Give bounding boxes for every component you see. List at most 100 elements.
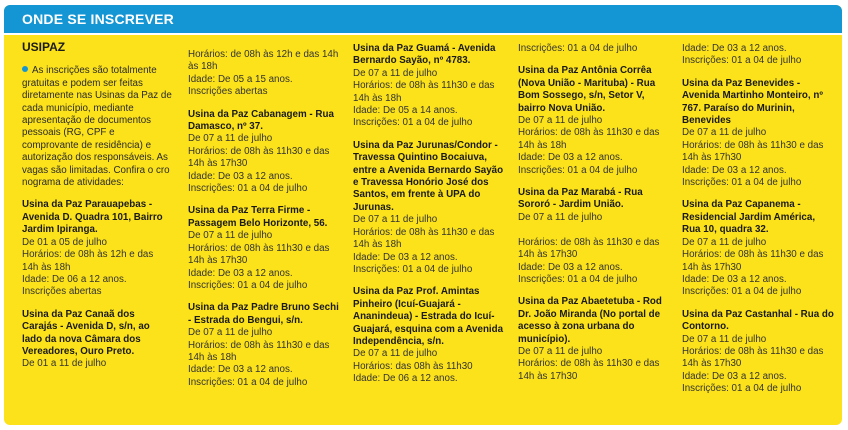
usina-entry-title: Usina da Paz Guamá - Avenida Bernardo Sa… xyxy=(353,43,496,67)
usina-entry-detail: De 07 a 11 de julho xyxy=(353,348,438,360)
usina-entry-detail: Horários: de 08h às 11h30 e das 14h às 1… xyxy=(682,249,824,273)
usina-entry-detail: Inscrições: 01 a 04 de julho xyxy=(353,263,473,275)
usina-entry-detail: Horários: das 08h às 11h30 xyxy=(353,360,473,372)
usina-entry: Usina da Paz Abaetetuba - Rod Dr. João M… xyxy=(518,296,670,383)
usina-entry: Usina da Paz Padre Bruno Sechi - Estrada… xyxy=(188,302,340,389)
usina-entry-detail: Inscrições: 01 a 04 de julho xyxy=(188,183,308,195)
usina-entry-detail: Idade: De 03 a 12 anos. xyxy=(188,364,293,376)
info-panel: ONDE SE INSCREVER USIPAZ As inscrições s… xyxy=(4,5,842,425)
usina-entry-title: Usina da Paz Canaã dos Carajás - Avenida… xyxy=(22,308,150,357)
usina-entry-detail: De 07 a 11 de julho xyxy=(682,333,767,345)
intro-text: As inscrições são totalmente gratuitas e… xyxy=(22,65,172,189)
column-3: Usina da Paz Guamá - Avenida Bernardo Sa… xyxy=(353,43,505,419)
usina-entry-detail: De 07 a 11 de julho xyxy=(353,67,438,79)
usina-entry-detail: Horários: de 08h às 11h30 e das 14h às 1… xyxy=(518,127,660,151)
usina-entry-detail: De 07 a 11 de julho xyxy=(518,345,603,357)
usina-entry: Usina da Paz Guamá - Avenida Bernardo Sa… xyxy=(353,43,505,130)
usina-entry-detail: Inscrições abertas xyxy=(22,286,102,298)
usina-entry-detail: Idade: De 03 a 12 anos. xyxy=(518,261,623,273)
usina-entry-title: Usina da Paz Capanema - Residencial Jard… xyxy=(682,199,816,236)
usina-entry-detail: Horários: de 08h às 12h e das 14h às 18h xyxy=(22,249,154,273)
usina-entry-detail: Horários: de 08h às 11h30 e das 14h às 1… xyxy=(682,345,824,370)
header-divider xyxy=(4,33,842,35)
column-1: USIPAZ As inscrições são totalmente grat… xyxy=(22,41,172,419)
usina-entry: Idade: De 03 a 12 anos. Inscrições: 01 a … xyxy=(682,43,834,68)
usina-entry-detail: De 07 a 11 de julho xyxy=(188,230,273,242)
usina-entry-detail: Idade: De 05 a 14 anos. xyxy=(353,105,458,117)
usina-entry-detail: Idade: De 03 a 12 anos. xyxy=(188,170,293,182)
usina-entry-detail: De 01 a 05 de julho xyxy=(22,236,107,248)
usina-entry-detail: Inscrições abertas xyxy=(188,86,268,98)
usina-entry-detail: Idade: De 03 a 12 anos. xyxy=(518,152,623,164)
usina-entry-detail: Idade: De 03 a 12 anos. xyxy=(682,370,787,382)
usina-entry: Usina da Paz Benevides - Avenida Martinh… xyxy=(682,78,834,190)
usina-entry-detail: Idade: De 03 a 12 anos. xyxy=(682,273,787,285)
usina-entry-detail: De 07 a 11 de julho xyxy=(353,214,438,226)
column-4: Inscrições: 01 a 04 de julho Usina da Paz… xyxy=(518,43,670,419)
panel-header: ONDE SE INSCREVER xyxy=(4,5,842,33)
usina-entry-title: Usina da Paz Prof. Amintas Pinheiro (Icu… xyxy=(353,286,504,347)
usina-entry-detail: Horários: de 08h às 11h30 e das 14h às 1… xyxy=(188,145,330,170)
usina-entry-detail: Inscrições: 01 a 04 de julho xyxy=(518,273,638,285)
usina-entry: Usina da Paz Capanema - Residencial Jard… xyxy=(682,199,834,298)
usina-entry-title: Usina da Paz Terra Firme - Passagem Belo… xyxy=(188,205,328,229)
column-2: Horários: de 08h às 12h e das 14h às 18h… xyxy=(188,49,340,419)
usina-entry-detail: Inscrições: 01 a 04 de julho xyxy=(188,279,308,291)
usina-entry-detail: De 01 a 11 de julho xyxy=(22,358,107,370)
usina-entry-title: Usina da Paz Parauapebas - Avenida D. Qu… xyxy=(22,199,163,236)
usina-entry-detail: Horários: de 08h às 11h30 e das 14h às 1… xyxy=(353,226,495,251)
usina-entry-detail xyxy=(518,224,670,236)
usina-entry-title: Usina da Paz Padre Bruno Sechi - Estrada… xyxy=(188,302,339,326)
usina-entry-detail: Idade: De 03 a 12 anos. xyxy=(682,43,787,54)
column-5: Idade: De 03 a 12 anos. Inscrições: 01 a … xyxy=(682,43,834,419)
usina-entry-detail: De 07 a 11 de julho xyxy=(682,127,767,139)
usina-entry: Usina da Paz Terra Firme - Passagem Belo… xyxy=(188,205,340,292)
usina-entry-detail: Inscrições: 01 a 04 de julho xyxy=(682,383,802,395)
usina-entry-detail: Inscrições: 01 a 04 de julho xyxy=(682,55,802,67)
usina-entry-detail: De 07 a 11 de julho xyxy=(518,115,603,127)
usina-entry: Usina da Paz Antônia Corrêa (Nova União … xyxy=(518,65,670,177)
usina-entry-detail: Horários: de 08h às 11h30 e das 14h às 1… xyxy=(518,236,660,261)
usina-entry: Usina da Paz Prof. Amintas Pinheiro (Icu… xyxy=(353,286,505,385)
usina-entry-detail: Inscrições: 01 a 04 de julho xyxy=(518,43,638,54)
usina-entry-detail: Inscrições: 01 a 04 de julho xyxy=(682,286,802,298)
bullet-dot-icon xyxy=(22,66,28,73)
usina-entry-detail: Idade: De 03 a 12 anos. xyxy=(682,164,787,176)
usina-entry-title: Usina da Paz Castanhal - Rua do Contorno… xyxy=(682,308,834,333)
usina-entry-title: Usina da Paz Marabá - Rua Sororó - Jardi… xyxy=(518,187,643,211)
usina-entry-detail: De 07 a 11 de julho xyxy=(518,211,603,223)
usina-entry-detail: De 07 a 11 de julho xyxy=(188,133,273,145)
usina-entry-detail: Inscrições: 01 a 04 de julho xyxy=(188,376,308,388)
usina-entry-detail: De 07 a 11 de julho xyxy=(188,327,273,339)
usina-entry-detail: Horários: de 08h às 11h30 e das 14h às 1… xyxy=(188,339,330,363)
usina-entry: Usina da Paz Parauapebas - Avenida D. Qu… xyxy=(22,199,172,298)
usina-entry: Horários: de 08h às 12h e das 14h às 18h… xyxy=(188,49,340,99)
usina-entry: Usina da Paz Marabá - Rua Sororó - Jardi… xyxy=(518,187,670,286)
usina-entry-detail: Idade: De 03 a 12 anos. xyxy=(188,267,293,279)
usina-entry: Usina da Paz Cabanagem - Rua Damasco, nº… xyxy=(188,109,340,196)
usina-entry-title: Usina da Paz Abaetetuba - Rod Dr. João M… xyxy=(518,296,662,345)
usina-entry-detail: Idade: De 03 a 12 anos. xyxy=(353,251,458,263)
usina-entry-detail: Horários: de 08h às 11h30 e das 14h às 1… xyxy=(518,358,660,382)
usina-entry-title: Usina da Paz Benevides - Avenida Martinh… xyxy=(682,77,823,127)
usina-entry-detail: Inscrições: 01 a 04 de julho xyxy=(682,177,802,189)
usina-entry-detail: Horários: de 08h às 11h30 e das 14h às 1… xyxy=(682,139,824,164)
usina-entry-detail: Inscrições: 01 a 04 de julho xyxy=(518,164,638,176)
usina-entry-detail: Inscrições: 01 a 04 de julho xyxy=(353,117,473,129)
usina-entry-title: Usina da Paz Cabanagem - Rua Damasco, nº… xyxy=(188,108,334,133)
usina-entry-detail: Horários: de 08h às 11h30 e das 14h às 1… xyxy=(188,242,330,267)
panel-header-title: ONDE SE INSCREVER xyxy=(22,11,174,27)
usina-entry: Usina da Paz Jurunas/Condor - Travessa Q… xyxy=(353,140,505,276)
usina-entry-detail: Horários: de 08h às 12h e das 14h às 18h xyxy=(188,49,339,73)
usina-entry-title: Usina da Paz Antônia Corrêa (Nova União … xyxy=(518,65,656,114)
usina-entry-detail: Idade: De 06 a 12 anos. xyxy=(353,373,458,385)
usina-entry-detail: Idade: De 06 a 12 anos. xyxy=(22,273,127,285)
usina-entry: Usina da Paz Castanhal - Rua do Contorno… xyxy=(682,309,834,396)
usina-entry: Usina da Paz Canaã dos Carajás - Avenida… xyxy=(22,309,172,371)
usina-entry-detail: De 07 a 11 de julho xyxy=(682,236,767,248)
usina-entry-title: Usina da Paz Jurunas/Condor - Travessa Q… xyxy=(353,139,504,213)
usina-entry: Inscrições: 01 a 04 de julho xyxy=(518,43,670,55)
usina-entry-detail: Horários: de 08h às 11h30 e das 14h às 1… xyxy=(353,80,495,104)
section-title: USIPAZ xyxy=(22,41,66,54)
intro-paragraph: As inscrições são totalmente gratuitas e… xyxy=(22,65,172,189)
